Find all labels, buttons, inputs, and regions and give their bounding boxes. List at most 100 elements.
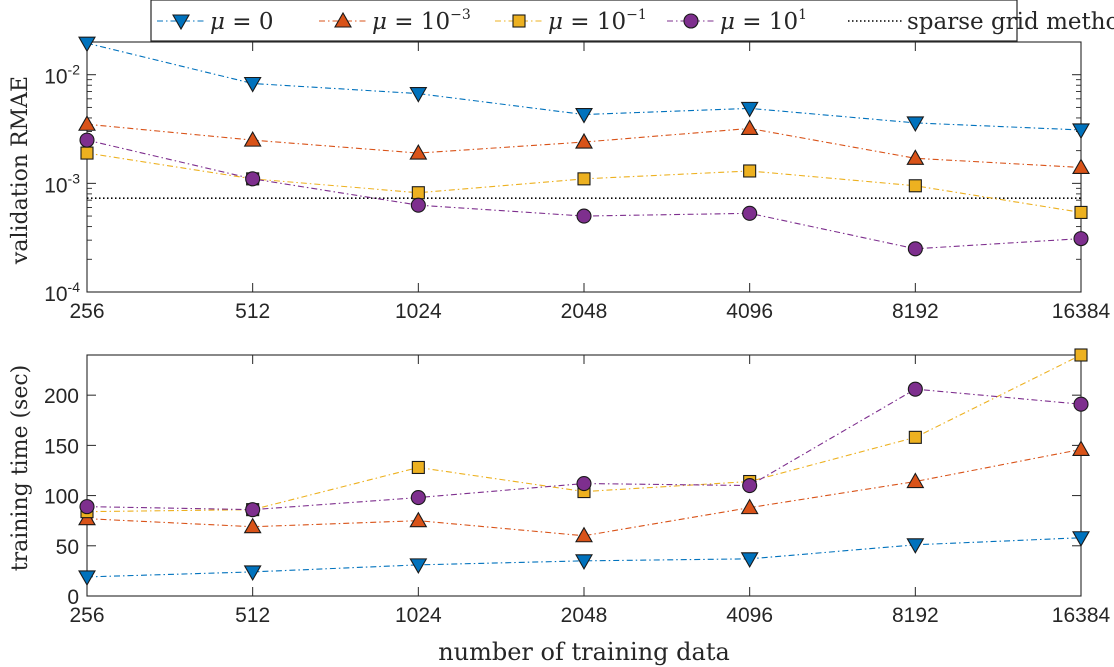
x-tick-label: 4096 bbox=[726, 300, 773, 323]
x-tick-label: 16384 bbox=[1052, 604, 1111, 627]
x-tick-label: 256 bbox=[69, 604, 104, 627]
data-point bbox=[243, 517, 262, 534]
data-point bbox=[906, 538, 925, 554]
data-point bbox=[742, 205, 758, 221]
x-tick-label: 1024 bbox=[395, 300, 442, 323]
x-tick-label: 256 bbox=[69, 300, 104, 323]
data-point bbox=[410, 197, 426, 213]
y-tick-label: 200 bbox=[44, 385, 79, 408]
data-point bbox=[245, 171, 261, 187]
data-point bbox=[1072, 440, 1090, 456]
data-point bbox=[245, 502, 261, 518]
x-tick-label: 512 bbox=[235, 300, 270, 323]
data-point bbox=[79, 499, 95, 515]
series-rmae-mu1e1 bbox=[79, 132, 1089, 257]
data-point bbox=[1074, 348, 1088, 362]
data-point bbox=[409, 143, 428, 160]
data-point bbox=[411, 460, 425, 475]
y-tick-label: 10-2 bbox=[44, 62, 80, 89]
legend-label: μ = 0 bbox=[210, 9, 273, 35]
legend-entry-mu1e-1: μ = 10−1 bbox=[495, 7, 647, 35]
legend-marker bbox=[334, 11, 352, 28]
data-point bbox=[1073, 396, 1089, 412]
legend-label: sparse grid method bbox=[907, 9, 1114, 35]
data-point bbox=[576, 475, 592, 492]
series-time-mu0 bbox=[78, 531, 1090, 587]
data-point bbox=[243, 76, 262, 93]
data-point bbox=[409, 87, 428, 103]
y-tick-label: 50 bbox=[56, 536, 79, 559]
data-point bbox=[575, 107, 593, 124]
legend-entry-mu1e1: μ = 101 bbox=[667, 7, 807, 35]
data-point bbox=[575, 132, 593, 149]
y-tick-label: 100 bbox=[44, 486, 79, 509]
y-tick-label: 10-4 bbox=[44, 279, 80, 306]
data-point bbox=[907, 381, 923, 397]
data-point bbox=[80, 146, 94, 160]
x-tick-label: 2048 bbox=[561, 604, 608, 627]
legend-label: μ = 101 bbox=[720, 7, 807, 35]
series-rmae-mu1e-3 bbox=[78, 115, 1090, 175]
legend-entry-mu1e-3: μ = 10−3 bbox=[319, 7, 471, 35]
data-point bbox=[906, 116, 925, 133]
series-time-mu1e-3 bbox=[78, 440, 1090, 543]
axes-layer: 256 512 1024 2048 4096 8192 1638410-210-310-42… bbox=[44, 41, 1111, 627]
data-point bbox=[740, 498, 759, 515]
x-tick-label: 2048 bbox=[561, 300, 608, 323]
legend-label: μ = 10−3 bbox=[372, 7, 471, 35]
panel-rmae: 256 512 1024 2048 4096 8192 16384 10-2 10-3 10-4 bbox=[44, 41, 1111, 323]
y-axis-title-time: training time (sec) bbox=[8, 365, 33, 572]
y-tick-label: 150 bbox=[44, 435, 79, 458]
data-point bbox=[1072, 123, 1090, 140]
x-tick-label: 1024 bbox=[395, 604, 442, 627]
data-point bbox=[410, 490, 426, 506]
x-axis-title: number of training data bbox=[438, 638, 730, 666]
legend-entry-mu0: μ = 0 bbox=[157, 9, 273, 35]
data-point bbox=[243, 565, 262, 582]
data-point bbox=[409, 558, 428, 574]
legend: μ = 0 μ = 10−3 μ = 10−1 μ = 101 sparse grid … bbox=[150, 0, 1114, 42]
data-point bbox=[409, 511, 428, 528]
data-point bbox=[740, 119, 759, 136]
x-tick-label: 4096 bbox=[726, 604, 773, 627]
x-tick-label: 512 bbox=[235, 604, 270, 627]
data-point bbox=[411, 186, 425, 200]
data-point bbox=[243, 131, 262, 147]
x-tick-label: 8192 bbox=[892, 300, 939, 323]
data-point bbox=[743, 164, 757, 178]
x-tick-label: 16384 bbox=[1052, 300, 1111, 323]
legend-marker bbox=[172, 14, 190, 31]
series-rmae-mu1e-1 bbox=[80, 146, 1088, 219]
series-time-mu1e-1 bbox=[80, 348, 1088, 519]
data-point bbox=[1072, 531, 1090, 547]
legend-marker bbox=[512, 14, 526, 28]
panel-time: 256 512 1024 2048 4096 8192 16384 0 50 100 150 200 bbox=[44, 354, 1111, 627]
data-point bbox=[740, 552, 759, 568]
data-point bbox=[1073, 231, 1089, 247]
legend-label: μ = 10−1 bbox=[548, 7, 647, 35]
data-point bbox=[908, 179, 922, 193]
data-point bbox=[575, 526, 593, 543]
x-tick-label: 8192 bbox=[892, 604, 939, 627]
y-tick-label: 10-3 bbox=[44, 170, 80, 197]
data-point bbox=[78, 36, 96, 53]
data-point bbox=[576, 208, 592, 224]
data-point bbox=[79, 132, 95, 148]
series-line bbox=[86, 139, 1082, 250]
series-time-mu1e1 bbox=[79, 381, 1089, 518]
data-point bbox=[742, 477, 758, 494]
data-point bbox=[78, 570, 96, 587]
data-point bbox=[906, 149, 925, 165]
legend-entry-ref: sparse grid method bbox=[848, 9, 1114, 35]
data-point bbox=[906, 472, 925, 489]
data-point bbox=[1074, 205, 1088, 219]
y-tick-label: 0 bbox=[67, 586, 79, 609]
data-point bbox=[575, 554, 593, 570]
data-point bbox=[78, 115, 96, 131]
data-point bbox=[740, 101, 759, 118]
y-axis-title-rmae: validation RMAE bbox=[8, 76, 33, 265]
series-rmae-mu0 bbox=[78, 36, 1090, 140]
data-point bbox=[907, 241, 923, 257]
legend-marker bbox=[683, 13, 699, 29]
